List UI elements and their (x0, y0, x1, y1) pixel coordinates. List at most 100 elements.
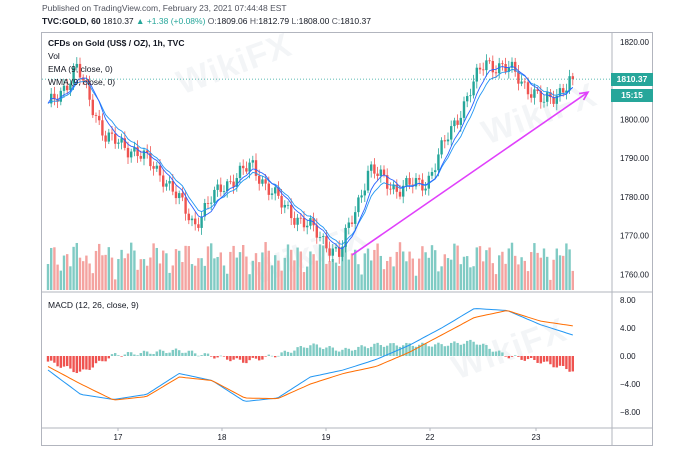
macd-hist-bar (296, 347, 299, 356)
candle-body (427, 175, 430, 189)
volume-bar (88, 263, 91, 290)
macd-hist-bar (229, 356, 232, 362)
volume-bar (261, 252, 264, 290)
candle-body (184, 197, 187, 214)
volume-bar (494, 274, 498, 290)
macd-hist-bar (75, 356, 78, 374)
candles (50, 54, 574, 264)
candle-body (82, 77, 85, 81)
macd-hist-bar (56, 356, 59, 367)
candle-body (414, 178, 418, 187)
macd-hist-bar (450, 342, 453, 356)
macd-hist-bar (494, 351, 498, 356)
volume-bar (427, 257, 430, 290)
volume-bar (136, 269, 139, 290)
candle-body (485, 60, 488, 71)
macd-hist-bar (203, 353, 206, 356)
volume-bar (395, 251, 398, 290)
macd-hist-bar (187, 350, 190, 356)
volume-bar (315, 260, 318, 290)
candle-body (494, 72, 498, 74)
candle-body (66, 85, 69, 91)
volume-bar (334, 262, 338, 290)
candle-body (114, 133, 117, 144)
macd-hist-bar (501, 352, 504, 356)
volume-bar (254, 253, 258, 290)
candle-body (478, 67, 482, 70)
volume-bar (56, 264, 59, 290)
macd-hist-bar (302, 347, 306, 356)
candle-body (258, 175, 261, 184)
volume-bar (283, 257, 286, 290)
ema-line (47, 68, 574, 245)
candle-body (126, 147, 130, 158)
macd-hist-bar (277, 355, 280, 357)
macd-hist-bar (510, 356, 514, 357)
candle-body (542, 101, 546, 103)
macd-hist-bar (270, 355, 274, 357)
candle-body (530, 94, 533, 98)
legend-macd: MACD (12, 26, close, 9) (48, 300, 139, 310)
volume-bar (357, 264, 360, 290)
candle-body (386, 175, 389, 189)
volume-bar (430, 245, 434, 290)
macd-hist-bar (446, 345, 450, 356)
candle-body (373, 164, 376, 174)
candle-body (251, 160, 254, 163)
candle-body (123, 138, 126, 148)
volume-bar (59, 270, 62, 290)
volume-bar (110, 257, 114, 290)
macd-hist-bar (232, 356, 235, 360)
macd-hist-bar (267, 354, 270, 356)
macd-hist-bar (155, 351, 158, 356)
open-value: 1809.06 (216, 16, 248, 26)
candle-body (469, 95, 472, 97)
macd-hist-bar (181, 352, 184, 356)
volume-bar (126, 253, 130, 290)
candle-body (328, 248, 331, 256)
candle-body (94, 115, 98, 116)
candle-body (280, 195, 283, 208)
volume-bar (411, 258, 414, 290)
volume-bar (306, 266, 309, 290)
candle-body (232, 181, 235, 187)
volume-bar (232, 245, 235, 290)
macd-hist-bar (386, 345, 389, 356)
candle-body (174, 191, 178, 199)
macd-hist-bar (462, 343, 466, 356)
candle-body (466, 96, 469, 102)
macd-hist-bar (334, 350, 338, 356)
candle-body (309, 218, 312, 226)
candle-body (363, 190, 366, 196)
macd-tick-label: −8.00 (620, 408, 641, 417)
candle-body (366, 170, 370, 191)
candle-body (290, 204, 293, 219)
candle-body (299, 217, 302, 219)
candle-body (158, 165, 162, 176)
candle-body (302, 217, 306, 228)
candle-body (405, 178, 408, 186)
macd-hist-bar (152, 354, 155, 356)
macd-hist-bar (571, 356, 574, 372)
candle-body (242, 165, 245, 169)
volume-bar (523, 260, 526, 290)
macd-hist-bar (50, 356, 53, 361)
candle-body (338, 247, 341, 257)
volume-bar (498, 255, 501, 290)
volume-bar (104, 254, 107, 290)
time-tick-label: 22 (426, 433, 435, 442)
volume-bar (392, 266, 395, 290)
volume-bar (155, 247, 158, 290)
candle-body (69, 83, 72, 91)
candle-body (398, 191, 402, 197)
volume-bar (238, 252, 242, 290)
macd-hist-bar (558, 356, 562, 366)
macd-hist-bar (94, 356, 98, 364)
macd-hist-bar (171, 349, 174, 356)
candle-body (165, 183, 168, 187)
candle-body (110, 132, 114, 134)
macd-hist-bar (59, 356, 62, 368)
price-tick-label: 1800.00 (620, 115, 649, 124)
volume-bar (98, 243, 101, 290)
